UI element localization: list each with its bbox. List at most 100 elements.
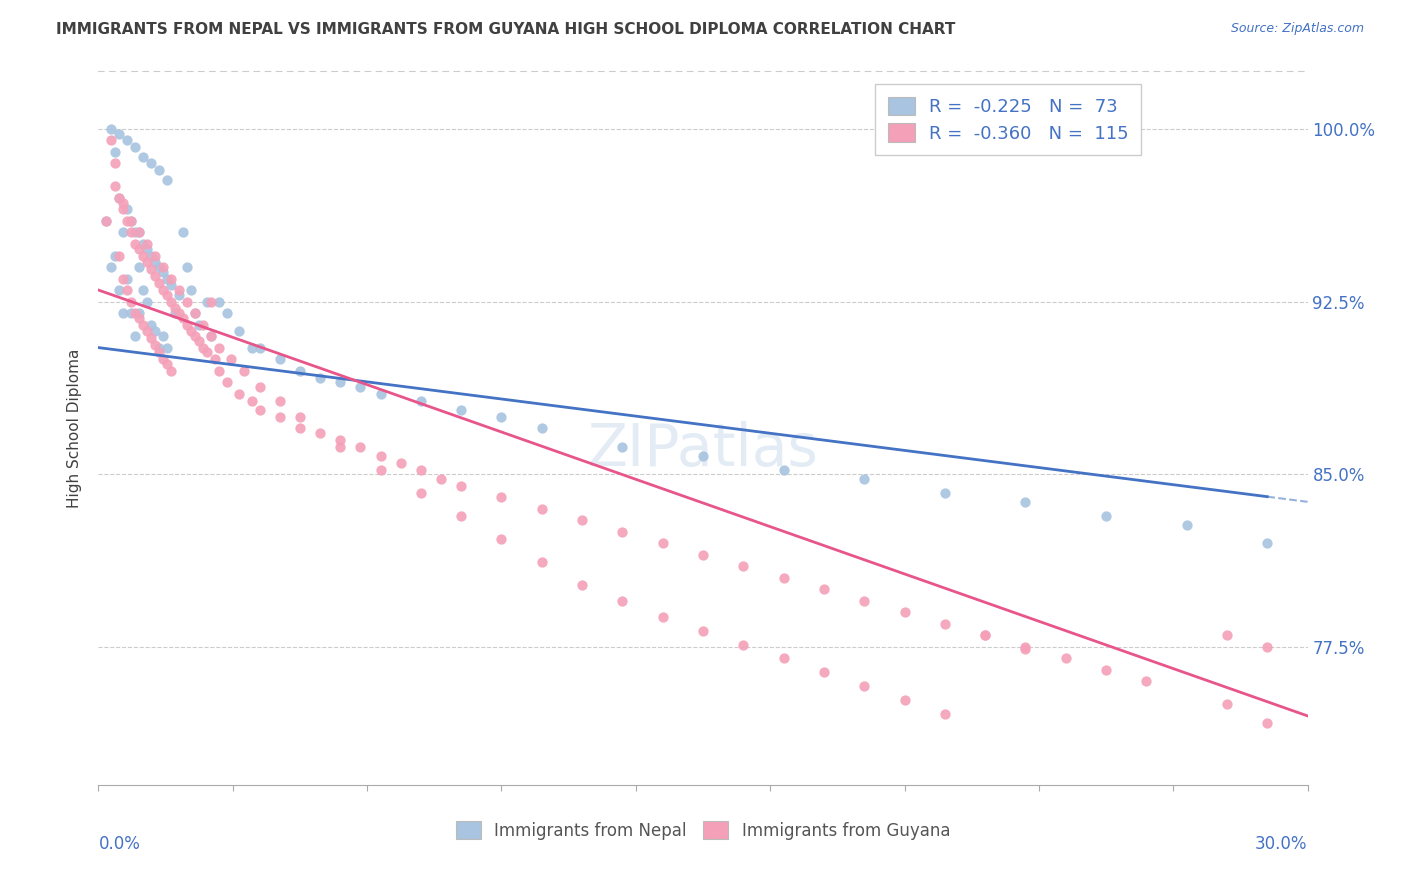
Point bbox=[221, 352, 243, 367]
Point bbox=[107, 191, 129, 205]
Point bbox=[208, 341, 231, 355]
Point bbox=[329, 433, 352, 447]
Point bbox=[772, 651, 794, 665]
Text: ZIPatlas: ZIPatlas bbox=[588, 421, 818, 478]
Point bbox=[530, 421, 553, 435]
Point bbox=[148, 341, 170, 355]
Text: Source: ZipAtlas.com: Source: ZipAtlas.com bbox=[1230, 22, 1364, 36]
Point bbox=[853, 679, 876, 693]
Point bbox=[1095, 663, 1118, 677]
Point bbox=[120, 226, 142, 240]
Point bbox=[269, 409, 291, 424]
Point bbox=[124, 306, 146, 320]
Point bbox=[115, 202, 138, 217]
Point bbox=[96, 214, 118, 228]
Point bbox=[107, 191, 129, 205]
Point bbox=[132, 318, 155, 332]
Point bbox=[217, 306, 239, 320]
Point bbox=[120, 214, 142, 228]
Point bbox=[813, 665, 835, 680]
Point bbox=[167, 306, 190, 320]
Point bbox=[111, 195, 134, 210]
Point bbox=[772, 462, 794, 476]
Point bbox=[111, 306, 134, 320]
Point bbox=[100, 122, 122, 136]
Point bbox=[107, 283, 129, 297]
Point bbox=[176, 318, 198, 332]
Point bbox=[111, 226, 134, 240]
Point bbox=[111, 202, 134, 217]
Point bbox=[115, 133, 138, 147]
Point bbox=[139, 156, 162, 170]
Point bbox=[269, 352, 291, 367]
Point bbox=[1054, 651, 1077, 665]
Text: IMMIGRANTS FROM NEPAL VS IMMIGRANTS FROM GUYANA HIGH SCHOOL DIPLOMA CORRELATION : IMMIGRANTS FROM NEPAL VS IMMIGRANTS FROM… bbox=[56, 22, 956, 37]
Point bbox=[188, 334, 211, 348]
Point bbox=[139, 262, 162, 277]
Point bbox=[152, 352, 174, 367]
Point bbox=[204, 352, 226, 367]
Point bbox=[853, 472, 876, 486]
Point bbox=[349, 440, 371, 454]
Legend: Immigrants from Nepal, Immigrants from Guyana: Immigrants from Nepal, Immigrants from G… bbox=[447, 814, 959, 848]
Point bbox=[309, 370, 332, 384]
Point bbox=[103, 179, 125, 194]
Point bbox=[115, 271, 138, 285]
Point bbox=[139, 331, 162, 345]
Point bbox=[120, 294, 142, 309]
Point bbox=[148, 345, 170, 359]
Point bbox=[139, 318, 162, 332]
Point bbox=[135, 294, 157, 309]
Point bbox=[530, 555, 553, 569]
Point bbox=[184, 329, 207, 343]
Point bbox=[135, 325, 157, 339]
Point bbox=[228, 386, 250, 401]
Point bbox=[160, 363, 183, 377]
Point bbox=[124, 329, 146, 343]
Point bbox=[1216, 698, 1239, 712]
Point bbox=[160, 271, 183, 285]
Point bbox=[249, 341, 271, 355]
Point bbox=[132, 248, 155, 262]
Point bbox=[249, 402, 271, 417]
Point bbox=[193, 341, 215, 355]
Point bbox=[692, 449, 714, 463]
Point bbox=[156, 357, 179, 371]
Point bbox=[853, 594, 876, 608]
Point bbox=[200, 329, 222, 343]
Point bbox=[152, 283, 174, 297]
Point bbox=[208, 363, 231, 377]
Point bbox=[156, 172, 179, 186]
Point bbox=[240, 393, 263, 408]
Point bbox=[893, 605, 915, 619]
Point bbox=[530, 501, 553, 516]
Point bbox=[156, 341, 179, 355]
Point bbox=[143, 269, 166, 284]
Point bbox=[228, 325, 250, 339]
Point bbox=[132, 283, 155, 297]
Point bbox=[651, 610, 673, 624]
Point bbox=[733, 638, 755, 652]
Point bbox=[450, 402, 472, 417]
Point bbox=[120, 306, 142, 320]
Point bbox=[934, 616, 956, 631]
Point bbox=[893, 693, 915, 707]
Point bbox=[128, 226, 150, 240]
Point bbox=[309, 425, 332, 440]
Point bbox=[1095, 508, 1118, 523]
Point bbox=[100, 260, 122, 274]
Point bbox=[160, 294, 183, 309]
Point bbox=[128, 260, 150, 274]
Point bbox=[370, 386, 392, 401]
Point bbox=[491, 409, 513, 424]
Point bbox=[450, 479, 472, 493]
Point bbox=[409, 393, 432, 408]
Text: 30.0%: 30.0% bbox=[1256, 835, 1308, 853]
Point bbox=[148, 276, 170, 290]
Point bbox=[156, 287, 179, 301]
Point bbox=[128, 310, 150, 325]
Point bbox=[176, 260, 198, 274]
Point bbox=[288, 409, 311, 424]
Point bbox=[193, 318, 215, 332]
Point bbox=[1135, 674, 1157, 689]
